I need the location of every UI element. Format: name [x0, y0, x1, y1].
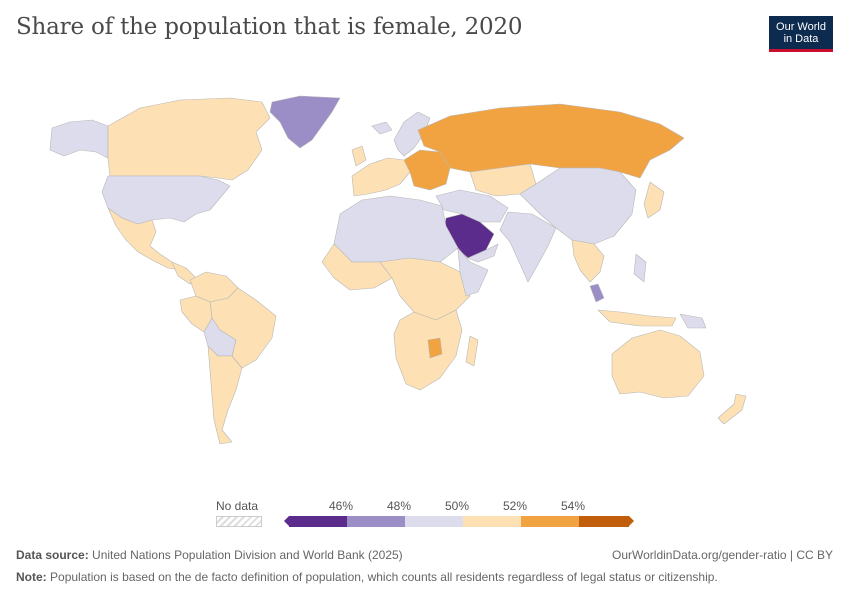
region-india[interactable]	[499, 211, 557, 283]
data-source-label: Data source:	[16, 548, 89, 562]
legend-bin-2[interactable]	[347, 516, 405, 527]
region-southern-africa[interactable]	[393, 309, 463, 391]
region-australia[interactable]	[611, 329, 705, 399]
legend-bin-3[interactable]	[405, 516, 463, 527]
region-philippines[interactable]	[633, 253, 647, 283]
legend-tick-48: 48%	[387, 499, 412, 513]
legend-bin-6[interactable]	[579, 516, 629, 527]
legend-tick-54: 54%	[561, 499, 586, 513]
legend-left-arrow	[284, 516, 289, 526]
legend-tick-52: 52%	[503, 499, 528, 513]
source-url[interactable]: OurWorldinData.org/gender-ratio | CC BY	[612, 548, 833, 562]
region-new-zealand[interactable]	[717, 393, 747, 425]
region-indonesia[interactable]	[597, 309, 677, 327]
region-united-states[interactable]	[101, 175, 231, 225]
legend-no-data-swatch[interactable]	[216, 516, 262, 527]
chart-title: Share of the population that is female, …	[16, 14, 523, 40]
region-argentina-chile[interactable]	[207, 345, 243, 445]
region-southeast-asia[interactable]	[571, 239, 605, 283]
region-japan[interactable]	[643, 181, 665, 219]
footnote: Note: Population is based on the de fact…	[16, 570, 718, 584]
region-horn-of-africa[interactable]	[457, 247, 489, 297]
region-madagascar[interactable]	[465, 335, 479, 367]
legend-bin-1[interactable]	[289, 516, 347, 527]
region-uk[interactable]	[351, 145, 367, 167]
region-western-europe[interactable]	[351, 157, 411, 197]
legend-right-arrow	[629, 516, 634, 526]
owid-logo[interactable]: Our World in Data	[769, 16, 833, 52]
legend-tick-50: 50%	[445, 499, 470, 513]
region-canada[interactable]	[107, 97, 271, 181]
region-turkey-iran[interactable]	[435, 189, 509, 223]
map-legend: No data 46% 48% 50% 52% 54%	[0, 495, 850, 535]
region-malaysia[interactable]	[589, 283, 605, 303]
note-text: Population is based on the de facto defi…	[50, 570, 718, 584]
data-source: Data source: United Nations Population D…	[16, 548, 403, 562]
legend-bin-4[interactable]	[463, 516, 521, 527]
region-greenland[interactable]	[269, 95, 341, 149]
logo-line-1: Our World	[776, 20, 826, 33]
logo-line-2: in Data	[783, 32, 819, 45]
region-alaska[interactable]	[49, 119, 109, 159]
legend-no-data-label: No data	[216, 499, 259, 513]
region-north-africa[interactable]	[333, 195, 459, 263]
region-eastern-europe[interactable]	[403, 149, 451, 191]
region-yemen-oman[interactable]	[467, 243, 499, 263]
legend-bin-5[interactable]	[521, 516, 579, 527]
data-source-text[interactable]: United Nations Population Division and W…	[92, 548, 403, 562]
legend-tick-46: 46%	[329, 499, 354, 513]
region-papua-new-guinea[interactable]	[679, 313, 707, 329]
region-iceland[interactable]	[371, 121, 393, 135]
region-russia[interactable]	[417, 103, 685, 179]
note-label: Note:	[16, 570, 47, 584]
region-west-africa[interactable]	[321, 243, 393, 291]
world-map	[49, 95, 747, 445]
region-zimbabwe[interactable]	[427, 337, 443, 359]
